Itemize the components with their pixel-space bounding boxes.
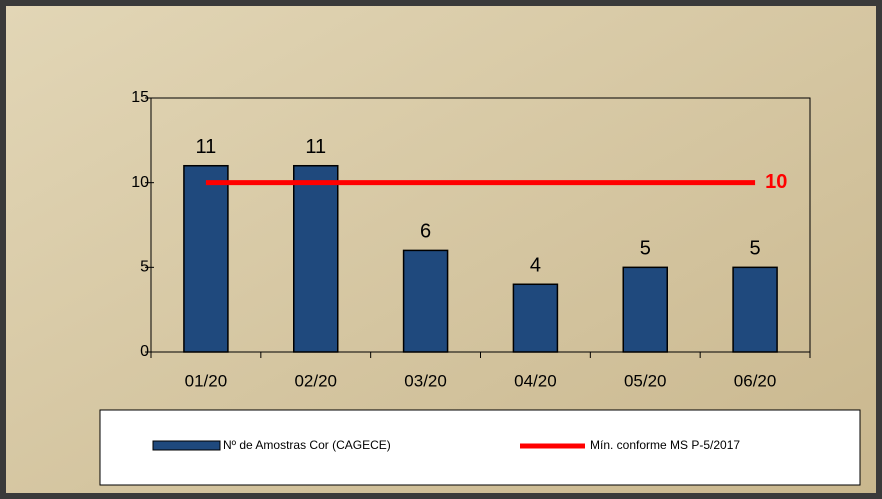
y-tick-label: 5 (140, 259, 149, 276)
x-tick-label: 04/20 (514, 371, 557, 390)
bar (183, 164, 229, 353)
x-tick-label: 03/20 (404, 371, 447, 390)
data-label: 11 (196, 136, 217, 158)
legend-label: Mín. conforme MS P-5/2017 (590, 438, 740, 452)
legend-box (99, 409, 861, 486)
bar (293, 164, 339, 353)
data-label: 11 (305, 136, 326, 158)
legend-label: Nº de Amostras Cor (CAGECE) (223, 438, 391, 452)
x-tick-label: 06/20 (734, 371, 777, 390)
x-tick-label: 02/20 (294, 371, 337, 390)
data-label: 5 (640, 238, 651, 260)
data-label: 6 (420, 221, 431, 243)
bar (512, 283, 559, 353)
y-tick-label: 10 (131, 174, 149, 191)
y-tick-label: 0 (140, 343, 149, 360)
legend-swatch (152, 440, 221, 451)
data-label: 10 (765, 171, 787, 193)
data-label: 5 (750, 238, 761, 260)
bar (622, 266, 668, 353)
x-tick-label: 01/20 (185, 371, 228, 390)
x-tick-label: 05/20 (624, 371, 667, 390)
data-label: 4 (530, 255, 541, 277)
bar (732, 266, 778, 353)
y-tick-label: 15 (131, 89, 149, 106)
bar (402, 249, 449, 353)
